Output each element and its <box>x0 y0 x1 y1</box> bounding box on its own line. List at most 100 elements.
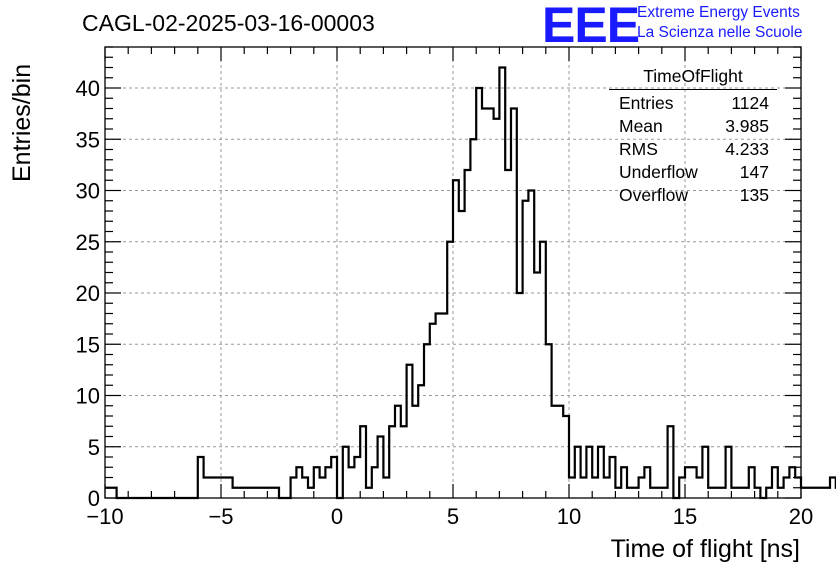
y-tick-label: 35 <box>76 127 100 152</box>
stats-value: 135 <box>739 185 769 205</box>
histogram-bin <box>383 478 389 499</box>
histogram-bin <box>256 488 262 498</box>
histogram-bin <box>818 488 824 498</box>
histogram-bin <box>702 447 708 498</box>
histogram-bin <box>441 314 447 499</box>
histogram-bin <box>296 467 302 498</box>
histogram-bin <box>447 242 453 498</box>
histogram-bin <box>598 447 604 498</box>
histogram-bin <box>395 406 401 498</box>
stats-value: 147 <box>739 162 769 182</box>
histogram-bin <box>726 447 732 498</box>
histogram-bin <box>552 406 558 498</box>
histogram-bin <box>325 467 331 498</box>
y-tick-label: 30 <box>76 179 100 204</box>
y-tick-label: 20 <box>76 281 100 306</box>
histogram-bin <box>302 478 308 499</box>
histogram-bin <box>401 426 407 498</box>
histogram-bin <box>644 467 650 498</box>
histogram-bin <box>801 488 807 498</box>
histogram-bin <box>575 447 581 498</box>
x-axis-title: Time of flight [ns] <box>610 535 800 563</box>
y-tick-label: 5 <box>88 435 100 460</box>
histogram-bin <box>679 478 685 499</box>
histogram-bin <box>488 109 494 499</box>
histogram-bin <box>476 88 482 498</box>
stats-divider <box>609 89 777 90</box>
histogram-bin <box>412 406 418 498</box>
histogram-bin <box>209 478 215 499</box>
stats-box: TimeOfFlight Entries 1124 Mean 3.985 RMS… <box>609 66 777 206</box>
x-tick-label: 20 <box>789 504 813 529</box>
y-tick-label: 10 <box>76 384 100 409</box>
histogram-bin <box>523 201 529 498</box>
histogram-bin <box>778 488 784 498</box>
histogram-bin <box>789 467 795 498</box>
histogram-bin <box>494 119 500 498</box>
histogram-bin <box>662 488 668 498</box>
histogram-bin <box>534 273 540 499</box>
x-tick-label: 0 <box>331 504 343 529</box>
x-tick-label: −5 <box>208 504 233 529</box>
histogram-bin <box>604 478 610 499</box>
histogram-bin <box>714 488 720 498</box>
stats-value: 1124 <box>731 93 769 113</box>
histogram-bin <box>528 191 534 499</box>
histogram-bin <box>639 478 645 499</box>
histogram-bin <box>511 109 517 499</box>
x-tick-label: 5 <box>447 504 459 529</box>
histogram-bin <box>111 488 117 498</box>
stats-value: 3.985 <box>725 116 769 136</box>
histogram-bin <box>407 365 413 498</box>
histogram-bin <box>627 488 633 498</box>
histogram-bin <box>105 488 111 498</box>
histogram-bin <box>349 467 355 498</box>
histogram-bin <box>557 406 563 498</box>
stats-row-overflow: Overflow 135 <box>619 185 769 208</box>
histogram-bin <box>267 488 273 498</box>
histogram-bin <box>499 68 505 499</box>
histogram-bin <box>465 170 471 498</box>
y-tick-label: 15 <box>76 332 100 357</box>
histogram-bin <box>784 478 790 499</box>
histogram-bin <box>354 457 360 498</box>
histogram-bin <box>453 180 459 498</box>
histogram-bin <box>320 478 326 499</box>
histogram-bin <box>685 467 691 498</box>
histogram-bin <box>244 488 250 498</box>
histogram-bin <box>314 467 320 498</box>
stats-row-rms: RMS 4.233 <box>619 139 769 162</box>
histogram-bin <box>807 488 813 498</box>
histogram-bin <box>581 478 587 499</box>
histogram-bin <box>546 344 552 498</box>
histogram-bin <box>621 467 627 498</box>
histogram-bin <box>233 488 239 498</box>
y-axis-title: Entries/bin <box>8 63 36 182</box>
stats-key: Mean <box>619 116 663 136</box>
histogram-bin <box>656 488 662 498</box>
histogram-bin <box>540 242 546 498</box>
histogram-bin <box>221 478 227 499</box>
histogram-bin <box>563 416 569 498</box>
histogram-bin <box>482 109 488 499</box>
histogram-bin <box>308 488 314 498</box>
x-tick-label: −10 <box>86 504 123 529</box>
x-tick-label: 10 <box>557 504 581 529</box>
histogram-bin <box>505 170 511 498</box>
histogram-bin <box>227 478 233 499</box>
stats-key: Overflow <box>619 185 689 205</box>
histogram-bin <box>650 488 656 498</box>
y-tick-label: 0 <box>88 486 100 511</box>
histogram-bin <box>569 478 575 499</box>
histogram-bin <box>378 437 384 499</box>
histogram-bin <box>198 457 204 498</box>
histogram-bin <box>250 488 256 498</box>
histogram-bin <box>668 426 674 498</box>
histogram-bin <box>830 478 836 499</box>
histogram-bin <box>586 447 592 498</box>
histogram-bin <box>755 488 761 498</box>
stats-key: Underflow <box>619 162 698 182</box>
stats-key: RMS <box>619 139 658 159</box>
histogram-bin <box>633 488 639 498</box>
